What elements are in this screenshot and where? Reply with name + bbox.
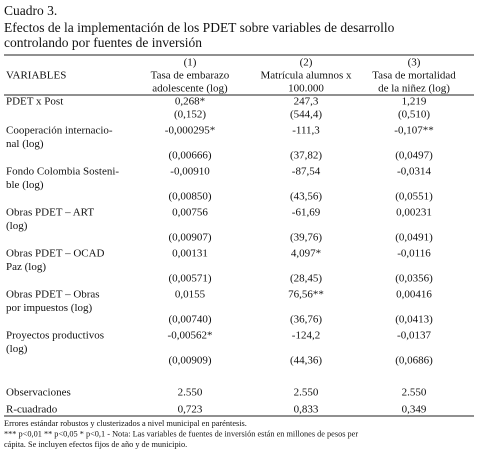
coefficient: -87,54 bbox=[292, 166, 321, 178]
column-title: Matrícula alumnos x bbox=[260, 70, 352, 82]
row-label: ble (log) bbox=[6, 179, 44, 191]
coefficient: 0,00756 bbox=[172, 207, 208, 219]
standard-error: (39,76) bbox=[290, 232, 322, 244]
standard-error: (43,56) bbox=[290, 191, 322, 203]
summary-value: 2.550 bbox=[294, 387, 319, 399]
note: cápita. Se incluyen efectos fijos de año… bbox=[4, 440, 187, 449]
standard-error: (0,00907) bbox=[168, 232, 211, 244]
summary-value: 2.550 bbox=[402, 387, 427, 399]
coefficient: 247,3 bbox=[294, 96, 319, 108]
coefficient: -0,107** bbox=[394, 125, 433, 137]
coefficient: 0,00131 bbox=[172, 248, 208, 260]
table-title: controlando por fuentes de inversión bbox=[4, 35, 202, 50]
standard-error: (0,00740) bbox=[168, 314, 211, 326]
standard-error: (0,510) bbox=[398, 109, 430, 121]
table-title: Efectos de la implementación de los PDET… bbox=[4, 20, 395, 35]
standard-error: (0,00909) bbox=[168, 355, 211, 367]
standard-error: (0,00666) bbox=[168, 150, 211, 162]
column-title: de la niñez (log) bbox=[378, 83, 450, 95]
summary-label: Observaciones bbox=[6, 387, 71, 399]
row-label: Obras PDET – Obras bbox=[6, 289, 100, 301]
coefficient: -0,0137 bbox=[397, 330, 431, 342]
summary-value: 0,349 bbox=[402, 404, 427, 416]
coefficient: -0,00910 bbox=[170, 166, 210, 178]
row-label: (log) bbox=[6, 220, 28, 232]
coefficient: 0,0155 bbox=[175, 289, 206, 301]
coefficient: 0,00231 bbox=[396, 207, 432, 219]
standard-error: (0,0356) bbox=[395, 273, 433, 285]
summary-value: 2.550 bbox=[178, 387, 203, 399]
row-label: nal (log) bbox=[6, 138, 44, 150]
column-number: (2) bbox=[300, 57, 313, 69]
coefficient: -61,69 bbox=[292, 207, 321, 219]
standard-error: (0,0497) bbox=[395, 150, 433, 162]
coefficient: 1,219 bbox=[402, 96, 427, 108]
summary-value: 0,833 bbox=[294, 404, 319, 416]
coefficient: -0,000295* bbox=[165, 125, 215, 137]
note: *** p<0,01 ** p<0,05 * p<0,1 - Nota: Las… bbox=[4, 429, 358, 438]
row-label: Cooperación internacio- bbox=[6, 125, 113, 137]
row-label: PDET x Post bbox=[6, 96, 63, 108]
row-label: (log) bbox=[6, 343, 28, 355]
coefficient: 0,00416 bbox=[396, 289, 432, 301]
table-label: Cuadro 3. bbox=[4, 3, 57, 18]
standard-error: (0,00850) bbox=[168, 191, 211, 203]
row-label: Obras PDET – OCAD bbox=[6, 248, 105, 260]
column-title: 100.000 bbox=[288, 83, 324, 95]
standard-error: (37,82) bbox=[290, 150, 322, 162]
coefficient: 4,097* bbox=[291, 248, 321, 260]
coefficient: -124,2 bbox=[292, 330, 320, 342]
standard-error: (0,0413) bbox=[395, 314, 433, 326]
row-label: por impuestos (log) bbox=[6, 302, 92, 314]
standard-error: (0,0491) bbox=[395, 232, 433, 244]
summary-value: 0,723 bbox=[178, 404, 203, 416]
coefficient: -0,0314 bbox=[397, 166, 431, 178]
row-label: Fondo Colombia Sosteni- bbox=[6, 166, 119, 178]
standard-error: (44,36) bbox=[290, 355, 322, 367]
coefficient: -111,3 bbox=[292, 125, 320, 137]
column-number: (1) bbox=[184, 57, 197, 69]
standard-error: (0,00571) bbox=[168, 273, 211, 285]
standard-error: (0,0686) bbox=[395, 355, 433, 367]
stub-header: VARIABLES bbox=[6, 70, 66, 82]
column-title: Tasa de embarazo bbox=[151, 70, 230, 82]
standard-error: (0,0551) bbox=[395, 191, 433, 203]
coefficient: 76,56** bbox=[288, 289, 324, 301]
column-title: adolescente (log) bbox=[152, 83, 228, 95]
row-label: Proyectos productivos bbox=[6, 330, 104, 342]
column-title: Tasa de mortalidad bbox=[372, 70, 456, 82]
coefficient: -0,0116 bbox=[397, 248, 431, 260]
row-label: Obras PDET – ART bbox=[6, 207, 94, 219]
standard-error: (36,76) bbox=[290, 314, 322, 326]
coefficient: 0,268* bbox=[175, 96, 205, 108]
standard-error: (0,152) bbox=[174, 109, 206, 121]
note: Errores estándar robustos y clusterizado… bbox=[4, 419, 247, 428]
standard-error: (28,45) bbox=[290, 273, 322, 285]
summary-label: R-cuadrado bbox=[6, 404, 58, 416]
coefficient: -0,00562* bbox=[168, 330, 213, 342]
column-number: (3) bbox=[408, 57, 421, 69]
standard-error: (544,4) bbox=[290, 109, 322, 121]
row-label: Paz (log) bbox=[6, 261, 46, 273]
